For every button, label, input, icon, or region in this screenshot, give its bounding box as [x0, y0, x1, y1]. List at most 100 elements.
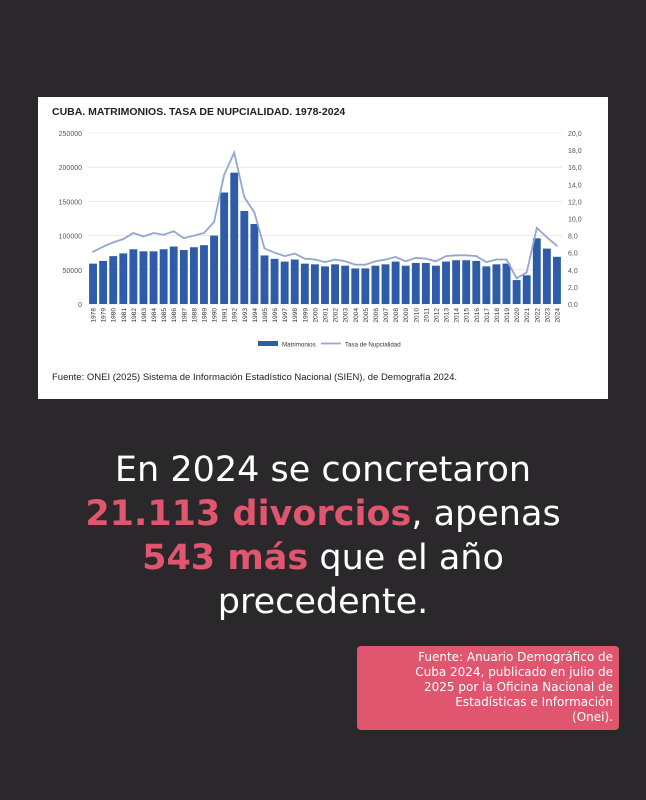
bar	[401, 265, 410, 304]
chart-card: 0 50000 100000 150000 200000 250000 0,0 2,0 4,0 6…	[38, 97, 608, 399]
rate-point	[152, 232, 155, 234]
bar	[270, 258, 279, 304]
rate-point	[445, 255, 447, 258]
y-left-tick-label: 250000	[59, 131, 82, 138]
rate-point	[293, 252, 296, 255]
x-tick-label: 1982	[131, 308, 138, 323]
bar	[421, 262, 430, 304]
rate-point	[132, 232, 135, 234]
bar	[361, 268, 370, 304]
x-tick-label: 1995	[262, 308, 269, 323]
x-tick-label: 1985	[161, 308, 168, 323]
bar	[210, 235, 218, 304]
x-tick-label: 2024	[554, 308, 561, 323]
x-tick-label: 1984	[151, 308, 158, 323]
x-tick-label: 2019	[504, 308, 511, 323]
x-tick-label: 2018	[494, 308, 501, 323]
bar	[381, 264, 390, 304]
bar	[220, 192, 229, 304]
bar	[492, 264, 501, 304]
x-tick-label: 1993	[242, 308, 249, 323]
y-right-tick-label: 4,0	[568, 268, 578, 275]
bar	[472, 260, 481, 304]
increase-count: 543 más	[142, 538, 309, 578]
bar	[411, 262, 420, 304]
rate-point	[112, 241, 115, 244]
rate-point	[324, 261, 326, 264]
rate-point	[142, 235, 145, 238]
headline-tail: que el año	[308, 538, 504, 578]
bar	[139, 251, 148, 304]
x-tick-label: 2014	[454, 308, 461, 323]
x-tick-label: 2020	[514, 308, 521, 323]
bar	[351, 268, 360, 304]
x-tick-label: 2007	[383, 308, 390, 323]
rate-point	[485, 261, 488, 264]
rate-point	[182, 237, 185, 240]
y-right-tick-label: 10,0	[568, 217, 582, 224]
bar	[109, 256, 118, 304]
rate-point	[122, 238, 125, 240]
chart-source: Fuente: ONEI (2025) Sistema de Informaci…	[52, 372, 457, 383]
bar	[250, 223, 259, 304]
rate-point	[213, 221, 215, 223]
x-tick-label: 2021	[524, 308, 531, 323]
rate-point	[435, 260, 437, 263]
x-tick-label: 1994	[252, 308, 259, 323]
x-tick-label: 1999	[302, 308, 309, 323]
x-tick-label: 2003	[343, 308, 350, 323]
x-tick-label: 2001	[323, 308, 330, 323]
rate-point	[455, 254, 458, 257]
x-tick-label: 1989	[201, 308, 208, 323]
bar	[159, 249, 168, 304]
x-tick-label: 2008	[393, 308, 400, 323]
source-note-line: Estadísticas e Información	[455, 695, 613, 709]
headline: En 2024 se concretaron 21.113 divorcios,…	[0, 448, 646, 624]
x-tick-label: 1981	[121, 308, 128, 323]
headline-line-4: precedente.	[217, 582, 429, 622]
bar	[432, 265, 440, 304]
rate-point	[102, 245, 105, 248]
rate-point	[394, 256, 397, 258]
rate-point	[233, 151, 236, 154]
bar	[260, 255, 269, 304]
source-note-line: Cuba 2024, publicado en julio de	[415, 665, 613, 679]
rate-point	[414, 256, 417, 259]
x-tick-label: 1986	[171, 308, 178, 323]
rate-point	[404, 260, 407, 263]
rate-point	[556, 244, 558, 247]
x-tick-label: 2011	[423, 308, 430, 323]
bar	[99, 260, 108, 304]
bar	[442, 261, 450, 304]
rate-point	[535, 227, 538, 229]
headline-line-2: 21.113 divorcios, apenas	[0, 492, 646, 536]
rate-point	[424, 257, 427, 260]
legend-label: Matrimonios	[282, 342, 316, 349]
x-tick-label: 1991	[222, 308, 229, 323]
x-tick-label: 2010	[413, 308, 420, 323]
x-tick-label: 2000	[312, 308, 319, 323]
chart-title: CUBA. MATRIMONIOS. TASA DE NUPCIALIDAD. …	[52, 106, 346, 118]
bar	[149, 251, 158, 304]
x-tick-label: 1988	[191, 308, 198, 323]
x-tick-label: 1998	[292, 308, 299, 323]
x-tick-label: 2022	[534, 308, 541, 323]
rate-point	[384, 258, 387, 261]
x-tick-label: 2009	[403, 308, 410, 323]
headline-line-3: 543 más que el año	[0, 536, 646, 580]
x-tick-label: 1992	[232, 308, 239, 323]
legend-label: Tasa de Nupcialidad	[345, 342, 401, 349]
x-tick-label: 2017	[484, 308, 491, 323]
y-right-tick-label: 6,0	[568, 251, 578, 258]
rate-point	[495, 258, 498, 261]
x-tick-label: 2012	[433, 308, 440, 323]
bar	[452, 260, 461, 304]
rate-point	[253, 211, 256, 214]
rate-point	[263, 247, 266, 250]
x-tick-label: 1983	[141, 308, 148, 323]
source-note-line: Fuente: Anuario Demográfico de	[418, 650, 613, 664]
rate-point	[344, 260, 347, 263]
bar	[331, 264, 340, 304]
headline-line-1: En 2024 se concretaron	[114, 450, 532, 490]
rate-point	[525, 271, 528, 274]
